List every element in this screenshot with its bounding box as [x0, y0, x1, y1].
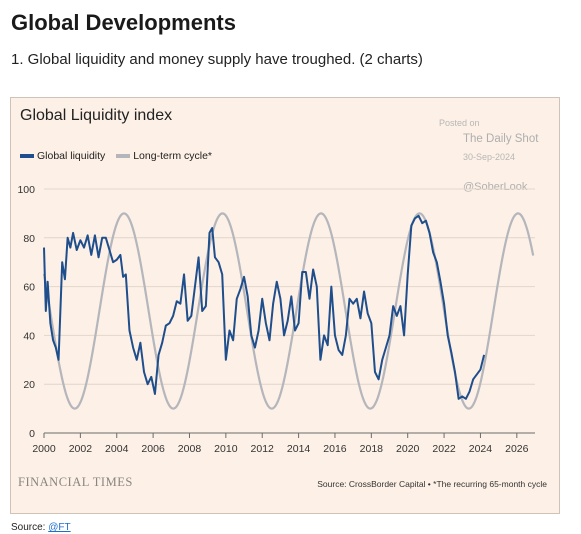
x-tick-label-2020: 2020: [396, 443, 420, 455]
chart-plot-area: 0 20 40 60 80 100 2000 2002 2004 2006 2008 2010 2012…: [17, 184, 535, 455]
x-tick-label-2002: 2002: [69, 443, 93, 455]
source-note: Source: CrossBorder Capital • *The recur…: [317, 479, 547, 489]
y-tick-label-60: 60: [23, 282, 35, 294]
watermark-posted-on: Posted on: [439, 118, 480, 128]
footer-source-link[interactable]: @FT: [48, 522, 71, 533]
series-line-global-liquidity: [43, 214, 486, 400]
y-tick-label-20: 20: [23, 379, 35, 391]
brand-logo-text: FINANCIAL TIMES: [18, 475, 133, 489]
y-tick-label-0: 0: [29, 428, 35, 440]
x-tick-label-2004: 2004: [105, 443, 129, 455]
legend-item-long-term-cycle: Long-term cycle*: [116, 150, 212, 162]
y-tick-label-80: 80: [23, 233, 35, 245]
x-tick-label-2026: 2026: [505, 443, 529, 455]
legend-label-cycle: Long-term cycle*: [133, 150, 212, 162]
watermark-publication: The Daily Shot: [463, 133, 539, 145]
chart-panel: Global Liquidity index Global liquidity …: [10, 97, 560, 514]
page-heading: Global Developments: [11, 10, 236, 35]
x-tick-label-2008: 2008: [178, 443, 202, 455]
y-tick-label-40: 40: [23, 330, 35, 342]
page-subheading: 1. Global liquidity and money supply hav…: [11, 51, 423, 68]
x-tick-label-2018: 2018: [360, 443, 384, 455]
x-tick-label-2022: 2022: [432, 443, 456, 455]
x-tick-label-2010: 2010: [214, 443, 238, 455]
x-tick-label-2006: 2006: [141, 443, 165, 455]
footer-source-label: Source:: [11, 522, 49, 533]
legend-swatch-cycle: [116, 154, 131, 158]
x-tick-label-2012: 2012: [251, 443, 275, 455]
page-footer: Source: @FT: [11, 522, 71, 533]
chart-legend: Global liquidity Long-term cycle*: [20, 149, 220, 162]
x-tick-label-2024: 2024: [469, 443, 493, 455]
watermark-date: 30-Sep-2024: [463, 152, 516, 162]
x-tick-label-2000: 2000: [32, 443, 56, 455]
legend-swatch-liquidity: [20, 154, 34, 158]
chart-title: Global Liquidity index: [20, 107, 173, 124]
x-tick-label-2014: 2014: [287, 443, 311, 455]
legend-label-liquidity: Global liquidity: [37, 150, 106, 162]
x-tick-label-2016: 2016: [323, 443, 347, 455]
legend-item-global-liquidity: Global liquidity: [20, 150, 105, 162]
watermark-handle: @SoberLook: [463, 181, 528, 193]
y-tick-label-100: 100: [17, 184, 35, 196]
